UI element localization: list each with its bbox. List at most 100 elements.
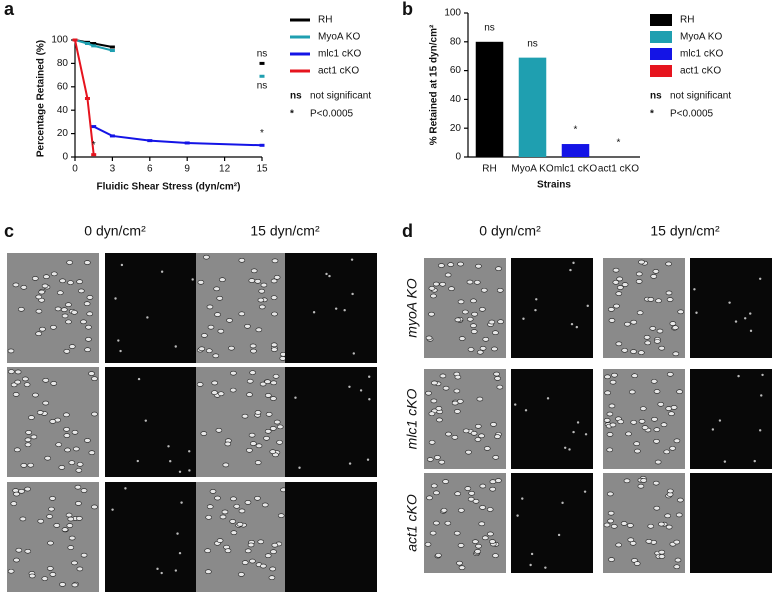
cell bbox=[261, 502, 269, 508]
cell bbox=[63, 427, 70, 432]
cell bbox=[137, 377, 141, 381]
legend-label: act1 cKO bbox=[318, 66, 359, 77]
cell bbox=[50, 381, 58, 386]
cell bbox=[167, 445, 170, 448]
cell bbox=[312, 311, 316, 314]
cell bbox=[630, 319, 638, 325]
cell bbox=[561, 501, 564, 505]
cell bbox=[654, 339, 661, 344]
y-tick-label: 20 bbox=[450, 123, 462, 134]
cell bbox=[529, 563, 532, 567]
cell bbox=[37, 518, 45, 524]
cell bbox=[249, 558, 256, 564]
cell bbox=[615, 291, 623, 296]
cell bbox=[91, 504, 98, 510]
cell bbox=[178, 551, 182, 555]
cell bbox=[667, 488, 674, 494]
cell bbox=[432, 281, 440, 287]
cell bbox=[497, 319, 504, 324]
cell bbox=[23, 382, 31, 387]
cell bbox=[68, 535, 76, 541]
cell bbox=[458, 508, 465, 513]
cell bbox=[61, 313, 69, 319]
cell bbox=[665, 290, 673, 296]
y-tick-label: 80 bbox=[450, 36, 462, 47]
cell bbox=[433, 490, 440, 496]
cell bbox=[244, 323, 251, 329]
cell bbox=[669, 446, 676, 451]
cell bbox=[495, 478, 502, 483]
cell bbox=[180, 501, 183, 504]
cell bbox=[439, 281, 446, 287]
cell bbox=[457, 543, 465, 548]
y-tick-label: 0 bbox=[62, 152, 68, 163]
cell bbox=[32, 392, 39, 398]
cell bbox=[8, 369, 15, 374]
cell bbox=[325, 272, 328, 276]
cell bbox=[352, 352, 355, 355]
cell bbox=[476, 396, 484, 402]
cell bbox=[650, 379, 658, 384]
cell bbox=[229, 387, 237, 393]
cell bbox=[348, 385, 351, 388]
note-symbol: ns bbox=[290, 91, 302, 102]
cell bbox=[575, 325, 579, 329]
cell bbox=[496, 384, 504, 390]
cell bbox=[606, 432, 614, 437]
panel-letter: c bbox=[4, 221, 14, 241]
cell bbox=[424, 542, 432, 547]
cell bbox=[654, 459, 662, 465]
annotation: * bbox=[617, 138, 621, 149]
cell bbox=[19, 516, 27, 522]
cell bbox=[608, 403, 616, 409]
cell bbox=[621, 282, 629, 287]
cell bbox=[191, 278, 194, 281]
cell bbox=[368, 398, 371, 401]
cell bbox=[42, 378, 50, 383]
cell bbox=[630, 349, 637, 354]
cell bbox=[624, 321, 631, 327]
cell bbox=[457, 299, 465, 305]
cell bbox=[178, 470, 182, 474]
cell bbox=[48, 506, 55, 512]
cell bbox=[343, 309, 346, 312]
cell bbox=[631, 373, 638, 379]
cell bbox=[434, 455, 441, 460]
cell bbox=[254, 278, 262, 284]
cell bbox=[205, 348, 213, 354]
cell bbox=[643, 335, 651, 340]
micrograph bbox=[105, 367, 197, 477]
cell bbox=[205, 569, 212, 575]
cell bbox=[749, 312, 752, 315]
cell bbox=[24, 486, 31, 492]
cell bbox=[348, 462, 352, 465]
cell bbox=[617, 285, 624, 290]
cell bbox=[238, 572, 245, 577]
cell bbox=[470, 329, 478, 334]
micrograph bbox=[105, 253, 197, 363]
cell bbox=[458, 336, 466, 341]
cell bbox=[213, 286, 220, 292]
cell bbox=[431, 380, 438, 386]
x-tick-label: 15 bbox=[256, 164, 268, 175]
cell bbox=[728, 301, 731, 304]
cell bbox=[85, 337, 92, 342]
cell bbox=[478, 521, 486, 527]
cell bbox=[260, 282, 268, 288]
cell bbox=[276, 440, 283, 445]
cell bbox=[38, 289, 45, 295]
cell bbox=[476, 349, 484, 355]
legend-label: mlc1 cKO bbox=[318, 49, 362, 60]
column-label: 15 dyn/cm² bbox=[650, 223, 720, 239]
series-line bbox=[74, 39, 95, 155]
micrograph bbox=[690, 258, 772, 358]
cell bbox=[20, 463, 28, 468]
cell bbox=[492, 455, 500, 460]
cell bbox=[156, 567, 159, 571]
cell bbox=[269, 566, 276, 572]
cell bbox=[25, 430, 32, 435]
cell bbox=[666, 372, 674, 377]
cell bbox=[80, 552, 88, 558]
cell bbox=[279, 356, 287, 361]
